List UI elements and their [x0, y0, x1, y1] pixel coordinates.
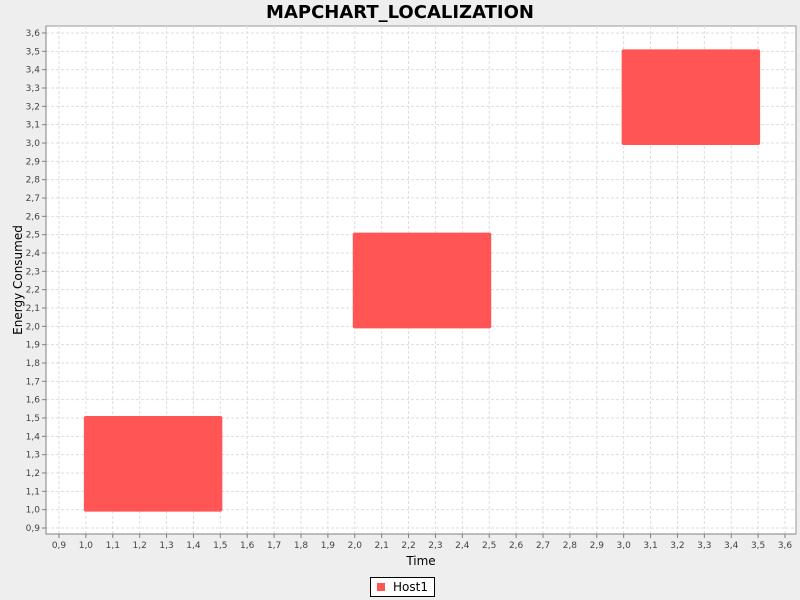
x-tick-label: 3,2	[670, 541, 684, 551]
legend-swatch-host1	[377, 583, 385, 591]
y-tick-label: 2,4	[26, 249, 41, 259]
x-tick-label: 1,3	[159, 541, 173, 551]
y-tick-label: 2,1	[26, 304, 40, 314]
y-tick-label: 2,2	[26, 286, 40, 296]
x-tick-label: 1,6	[240, 541, 255, 551]
x-tick-label: 0,9	[52, 541, 67, 551]
x-tick-label: 1,5	[213, 541, 227, 551]
x-tick-label: 2,8	[563, 541, 578, 551]
x-tick-label: 2,1	[375, 541, 389, 551]
x-tick-label: 3,3	[697, 541, 711, 551]
y-axis-label: Energy Consumed	[11, 225, 25, 335]
y-tick-label: 1,8	[26, 359, 41, 369]
y-tick-label: 1,4	[26, 432, 41, 442]
y-tick-label: 3,5	[26, 47, 40, 57]
x-tick-label: 2,3	[428, 541, 442, 551]
y-tick-label: 1,1	[26, 487, 40, 497]
data-region-3	[621, 49, 761, 146]
x-tick-label: 2,6	[509, 541, 524, 551]
y-tick-label: 1,7	[26, 377, 40, 387]
x-tick-label: 1,7	[267, 541, 281, 551]
x-tick-label: 1,1	[106, 541, 120, 551]
x-tick-label: 3,0	[617, 541, 632, 551]
y-tick-label: 2,3	[26, 267, 40, 277]
x-tick-label: 1,4	[186, 541, 201, 551]
y-tick-label: 2,7	[26, 194, 40, 204]
y-tick-label: 2,5	[26, 231, 40, 241]
y-tick-label: 3,1	[26, 121, 40, 131]
data-region-1	[83, 416, 223, 512]
y-tick-label: 1,2	[26, 469, 40, 479]
y-axis: 0,9 1,0 1,1 1,2 1,3 1,4 1,5 1,6 1,7 1,8 1,9 2,0 2,1 2…	[26, 26, 47, 534]
chart-title: MAPCHART_LOCALIZATION	[266, 2, 534, 23]
data-region-2	[352, 232, 492, 329]
x-tick-label: 2,7	[536, 541, 550, 551]
y-tick-label: 3,0	[26, 139, 41, 149]
x-tick-label: 1,8	[294, 541, 309, 551]
x-tick-label: 3,1	[643, 541, 657, 551]
y-tick-label: 3,2	[26, 102, 40, 112]
x-tick-label: 2,0	[348, 541, 363, 551]
y-tick-label: 1,0	[26, 506, 41, 516]
x-tick-label: 2,9	[590, 541, 605, 551]
x-tick-label: 1,9	[321, 541, 336, 551]
x-tick-label: 2,2	[401, 541, 415, 551]
x-axis: 0,9 1,0 1,1 1,2 1,3 1,4 1,5 1,6 1,7 1,8 1,9 2,0 2,1 2…	[46, 533, 796, 551]
y-tick-label: 1,9	[26, 341, 41, 351]
y-tick-label: 3,3	[26, 84, 40, 94]
x-axis-label: Time	[405, 554, 435, 568]
x-tick-label: 2,5	[482, 541, 496, 551]
x-tick-label: 3,5	[751, 541, 765, 551]
y-tick-label: 1,3	[26, 451, 40, 461]
y-tick-label: 1,5	[26, 414, 40, 424]
x-tick-label: 2,4	[455, 541, 470, 551]
y-tick-label: 3,6	[26, 29, 41, 39]
legend: Host1	[370, 577, 435, 597]
y-tick-label: 2,8	[26, 176, 41, 186]
data-marks	[83, 49, 761, 512]
grid	[46, 26, 796, 534]
y-tick-label: 3,4	[26, 66, 41, 76]
y-tick-label: 1,6	[26, 396, 41, 406]
x-tick-label: 1,0	[79, 541, 94, 551]
y-tick-label: 0,9	[26, 524, 41, 534]
x-tick-label: 3,6	[778, 541, 793, 551]
x-tick-label: 3,4	[724, 541, 739, 551]
y-tick-label: 2,9	[26, 157, 41, 167]
legend-label-host1: Host1	[393, 580, 428, 594]
y-tick-label: 2,0	[26, 322, 41, 332]
x-tick-label: 1,2	[133, 541, 147, 551]
y-tick-label: 2,6	[26, 212, 41, 222]
